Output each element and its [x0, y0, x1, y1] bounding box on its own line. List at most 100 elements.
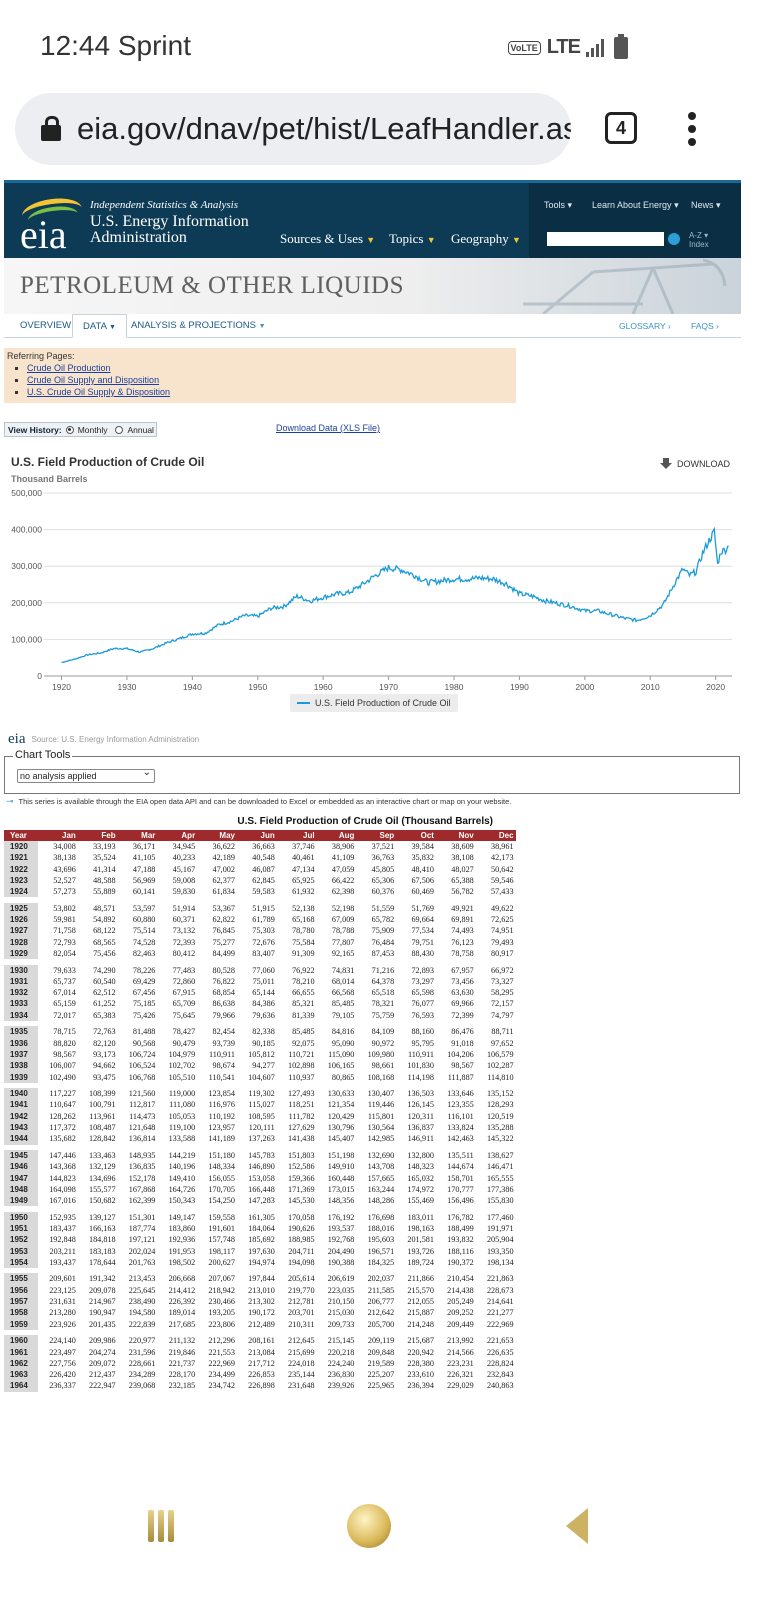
value-cell: 68,854	[212, 988, 235, 998]
value-cell: 213,302	[248, 1297, 275, 1307]
az-index-link[interactable]: A-Z ▾ Index	[689, 231, 709, 249]
analysis-select[interactable]: no analysis applied	[17, 767, 155, 783]
value-cell: 226,420	[49, 1370, 76, 1380]
chart-legend[interactable]: U.S. Field Production of Crude Oil	[290, 694, 458, 712]
value-cell: 65,168	[292, 915, 315, 925]
crude-oil-line-chart[interactable]: 0 100,000 200,000 300,000 400,000 500,000 1920…	[0, 484, 758, 694]
value-cell: 209,601	[49, 1274, 76, 1284]
value-cell: 74,797	[491, 1010, 514, 1020]
value-cell: 202,024	[128, 1246, 156, 1256]
value-cell: 72,893	[411, 965, 434, 975]
page-banner: PETROLEUM & OTHER LIQUIDS	[4, 258, 741, 314]
top-link-learn[interactable]: Learn About Energy ▾	[592, 200, 679, 210]
value-cell: 38,609	[451, 842, 474, 851]
value-cell: 155,830	[486, 1196, 514, 1206]
tab-data[interactable]: DATA ▼	[72, 314, 127, 338]
url-bar[interactable]: eia.gov/dnav/pet/hist/LeafHandler.ashx	[15, 93, 571, 165]
value-cell: 173,015	[327, 1184, 355, 1194]
value-cell: 121,560	[128, 1089, 156, 1099]
value-cell: 79,966	[212, 1010, 235, 1020]
value-cell: 61,932	[292, 887, 315, 897]
value-cell: 65,709	[172, 999, 196, 1009]
tab-analysis-projections[interactable]: ANALYSIS & PROJECTIONS ▼	[131, 320, 266, 331]
value-cell: 52,198	[331, 903, 355, 913]
value-cell: 214,412	[168, 1285, 196, 1295]
back-button[interactable]	[566, 1508, 588, 1544]
nav-geography[interactable]: Geography ▼	[451, 231, 521, 246]
value-cell: 223,926	[49, 1319, 76, 1329]
tab-overview[interactable]: OVERVIEW	[20, 320, 72, 331]
monthly-radio[interactable]	[65, 425, 74, 434]
value-cell: 60,376	[371, 887, 395, 897]
value-cell: 48,571	[93, 903, 116, 913]
value-cell: 212,489	[248, 1319, 275, 1329]
value-cell: 223,231	[447, 1358, 474, 1368]
nav-sources-uses[interactable]: Sources & Uses ▼	[280, 231, 376, 246]
value-cell: 127,493	[287, 1089, 315, 1099]
value-cell: 85,485	[331, 999, 355, 1009]
eia-utility-panel: Tools ▾ Learn About Energy ▾ News ▾ A-Z …	[529, 183, 741, 258]
value-cell: 150,343	[168, 1196, 196, 1206]
table-row: 1937 98,567 93,173 106,724 104,979 110,911 105…	[4, 1048, 516, 1061]
value-cell: 51,915	[252, 903, 275, 913]
year-cell: 1922	[4, 863, 38, 875]
value-cell: 72,676	[252, 937, 275, 947]
tab-switcher-button[interactable]: 4	[605, 112, 637, 144]
annual-radio[interactable]	[115, 425, 124, 434]
value-cell: 203,701	[287, 1308, 315, 1318]
page-title: PETROLEUM & OTHER LIQUIDS	[20, 272, 405, 299]
referring-link-crude-production[interactable]: Crude Oil Production	[27, 363, 111, 373]
value-cell: 206,777	[367, 1297, 395, 1307]
eia-logo[interactable]: eia	[18, 193, 84, 257]
year-cell: 1956	[4, 1284, 38, 1297]
value-cell: 141,438	[287, 1134, 315, 1144]
url-text[interactable]: eia.gov/dnav/pet/hist/LeafHandler.ashx	[77, 111, 571, 146]
value-cell: 105,053	[168, 1111, 196, 1121]
table-row: 1942 128,262 113,961 114,473 105,053 110,192 1…	[4, 1110, 516, 1123]
value-cell: 219,589	[367, 1358, 395, 1368]
year-cell: 1962	[4, 1357, 38, 1370]
value-cell: 209,733	[327, 1319, 355, 1329]
download-xls-link[interactable]: Download Data (XLS File)	[276, 423, 381, 433]
value-cell: 143,708	[367, 1162, 395, 1172]
y-tick-label: 400,000	[11, 525, 42, 535]
value-cell: 209,986	[88, 1336, 116, 1346]
value-cell: 72,763	[93, 1027, 116, 1037]
table-row: 1956 223,125 209,078 225,645 214,412 218,942 2…	[4, 1284, 516, 1297]
series-line-crude-oil[interactable]	[61, 526, 729, 664]
value-cell: 190,172	[248, 1308, 275, 1318]
value-cell: 79,633	[53, 965, 76, 975]
value-cell: 78,210	[292, 976, 315, 986]
home-button[interactable]	[347, 1504, 391, 1548]
value-cell: 185,692	[248, 1235, 275, 1245]
status-time: 12:44 Sprint	[40, 30, 191, 61]
value-cell: 102,702	[168, 1061, 196, 1071]
chart-download-button[interactable]: DOWNLOAD	[660, 458, 730, 470]
year-cell: 1949	[4, 1195, 38, 1207]
value-cell: 62,398	[331, 887, 355, 897]
value-cell: 47,188	[132, 864, 156, 874]
value-cell: 69,664	[411, 915, 434, 925]
nav-topics[interactable]: Topics ▼	[389, 231, 436, 246]
annual-label: Annual	[127, 424, 154, 435]
value-cell: 157,748	[208, 1235, 235, 1245]
value-cell: 77,483	[172, 965, 196, 975]
search-go-button[interactable]	[668, 233, 680, 245]
value-cell: 188,016	[367, 1223, 395, 1233]
value-cell: 214,566	[447, 1347, 474, 1357]
value-cell: 36,622	[212, 842, 235, 851]
table-row: 1961 223,497 204,274 231,596 219,846 221,553 2…	[4, 1346, 516, 1358]
value-cell: 198,502	[168, 1257, 196, 1267]
referring-link-us-supply-disposition[interactable]: U.S. Crude Oil Supply & Disposition	[27, 387, 171, 397]
recent-apps-button[interactable]	[148, 1510, 178, 1544]
faqs-link[interactable]: FAQS ›	[691, 321, 719, 331]
top-link-tools[interactable]: Tools ▾	[544, 200, 573, 210]
referring-link-supply-disposition[interactable]: Crude Oil Supply and Disposition	[27, 375, 160, 385]
value-cell: 231,648	[287, 1381, 315, 1391]
browser-menu-icon[interactable]	[688, 112, 698, 146]
table-row: 1947 144,823 134,696 152,178 149,410 156,055 1…	[4, 1172, 516, 1184]
top-link-news[interactable]: News ▾	[691, 200, 721, 210]
value-cell: 123,957	[208, 1123, 235, 1133]
glossary-link[interactable]: GLOSSARY ›	[619, 321, 671, 331]
site-search-input[interactable]	[547, 232, 664, 246]
